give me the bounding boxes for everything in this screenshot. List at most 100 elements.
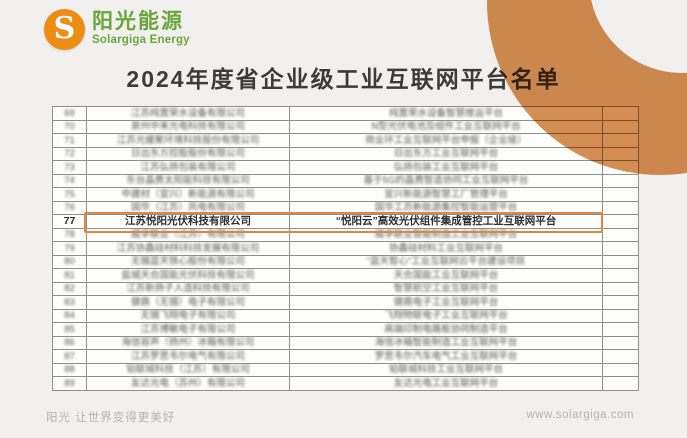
cell-platform-name: 高端印制电路板协同制造平台 bbox=[289, 322, 603, 337]
cell-company-name: 东台晶费太阳能科技有限公司 bbox=[86, 173, 290, 188]
brand-name-en: Solargiga Energy bbox=[92, 34, 190, 47]
cell-company-name: 江苏悦阳光伏科技有限公司 bbox=[86, 214, 290, 229]
table-row: 81 盐城天合国能光伏科技有限公司 天合国能工业互联网平台 bbox=[52, 268, 639, 283]
cell-extra bbox=[602, 133, 639, 148]
cell-company-name: 泉州中来光电科技有限公司 bbox=[86, 119, 290, 134]
footer-website: www.solargiga.com bbox=[526, 409, 634, 421]
table-row: 72 日出东方控股股份有限公司 日出东方工业互联网平台 bbox=[52, 146, 639, 161]
cell-platform-name: 铂联城科技工业互联网平台 bbox=[289, 362, 603, 377]
cell-extra bbox=[602, 146, 639, 161]
cell-company-name: 威孚联业（江苏）有限公司 bbox=[86, 227, 290, 242]
cell-extra bbox=[602, 241, 639, 256]
cell-extra bbox=[602, 119, 639, 134]
table-row: 74 东台晶费太阳能科技有限公司 基于5G的晶费智造协同工业互联网平台 bbox=[52, 173, 639, 188]
cell-row-number: 69 bbox=[52, 106, 87, 121]
cell-extra bbox=[602, 254, 639, 269]
cell-company-name: 日出东方控股股份有限公司 bbox=[86, 146, 290, 161]
cell-extra bbox=[602, 227, 639, 242]
table-row: 86 海信容声（扬州）冰箱有限公司 海信冰箱智能制造工业互联网平台 bbox=[52, 335, 639, 350]
cell-platform-name: 健鼎电子工业互联网平台 bbox=[289, 295, 603, 310]
cell-row-number: 85 bbox=[52, 322, 87, 337]
cell-extra bbox=[602, 160, 639, 175]
cell-platform-name: 商业环工业互联网平台申报（企业级） bbox=[289, 133, 603, 148]
cell-platform-name: N型光伏电池及组件工业互联网平台 bbox=[289, 119, 603, 134]
cell-platform-name: 国华工苏新能源集控智能运营平台 bbox=[289, 200, 603, 215]
cell-platform-name: “悦阳云”高效光伏组件集成管控工业互联网平台 bbox=[289, 214, 603, 229]
cell-extra bbox=[602, 281, 639, 296]
logo-circle-icon: S bbox=[44, 9, 85, 50]
cell-company-name: 中建材（宜兴）新能源有限公司 bbox=[86, 187, 290, 202]
cell-extra bbox=[602, 187, 639, 202]
table-row: 80 无锡蓝天铁心股份有限公司 “蓝天智心”工业互联网云平台建设项目 bbox=[52, 254, 639, 269]
table-row: 89 友达光电（苏州）有限公司 友达光电工业互联网平台 bbox=[52, 376, 639, 391]
cell-platform-name: 日出东方工业互联网平台 bbox=[289, 146, 603, 161]
cell-platform-name: 友达光电工业互联网平台 bbox=[289, 376, 603, 391]
cell-row-number: 78 bbox=[52, 227, 87, 242]
page-title: 2024年度省企业级工业互联网平台名单 bbox=[126, 66, 561, 92]
table-row: 87 江苏罗思韦尔电气有限公司 罗思韦尔汽车电气工业互联网平台 bbox=[52, 349, 639, 364]
brand-text: 阳光能源 Solargiga Energy bbox=[92, 9, 190, 46]
cell-row-number: 79 bbox=[52, 241, 87, 256]
cell-platform-name: 弘扬包装工业互联网平台 bbox=[289, 160, 603, 175]
cell-row-number: 70 bbox=[52, 119, 87, 134]
cell-platform-name: 宜兴新能源智慧工厂管理平台 bbox=[289, 187, 603, 202]
cell-company-name: 江苏弘扬包装有限公司 bbox=[86, 160, 290, 175]
cell-row-number: 89 bbox=[52, 376, 87, 391]
cell-row-number: 84 bbox=[52, 308, 87, 323]
cell-company-name: 无锡飞翔电子有限公司 bbox=[86, 308, 290, 323]
cell-row-number: 71 bbox=[52, 133, 87, 148]
cell-row-number: 77 bbox=[52, 214, 87, 229]
footer-slogan: 阳光 让世界变得更美好 bbox=[46, 412, 176, 424]
cell-platform-name: 飞翔物联电子工业互联网平台 bbox=[289, 308, 603, 323]
cell-extra bbox=[602, 173, 639, 188]
cell-platform-name: 基于5G的晶费智造协同工业互联网平台 bbox=[289, 173, 603, 188]
table-row: 82 江苏新扬子人造科技有限公司 智慧航空工业互联网平台 bbox=[52, 281, 639, 296]
cell-company-name: 无锡蓝天铁心股份有限公司 bbox=[86, 254, 290, 269]
brand-logo: S 阳光能源 Solargiga Energy bbox=[44, 9, 190, 50]
table-row: 84 无锡飞翔电子有限公司 飞翔物联电子工业互联网平台 bbox=[52, 308, 639, 323]
cell-row-number: 88 bbox=[52, 362, 87, 377]
cell-company-name: 健鼎（无锡）电子有限公司 bbox=[86, 295, 290, 310]
table-row: 75 中建材（宜兴）新能源有限公司 宜兴新能源智慧工厂管理平台 bbox=[52, 187, 639, 202]
cell-company-name: 江苏纯置荣水设备有限公司 bbox=[86, 106, 290, 121]
cell-row-number: 83 bbox=[52, 295, 87, 310]
cell-extra bbox=[602, 268, 639, 283]
cell-extra bbox=[602, 376, 639, 391]
platform-table: 69 江苏纯置荣水设备有限公司 纯置荣水设备智慧维运平台 70 泉州中来光电科技有限公司… bbox=[52, 106, 639, 391]
cell-company-name: 盐城天合国能光伏科技有限公司 bbox=[86, 268, 290, 283]
cell-company-name: 江苏光缓聚环境科技股份有限公司 bbox=[86, 133, 290, 148]
cell-company-name: 江苏新扬子人造科技有限公司 bbox=[86, 281, 290, 296]
cell-extra bbox=[602, 200, 639, 215]
platform-table-body: 69 江苏纯置荣水设备有限公司 纯置荣水设备智慧维运平台 70 泉州中来光电科技有限公司… bbox=[52, 106, 639, 391]
cell-company-name: 铂联城科技（江苏）有限公司 bbox=[86, 362, 290, 377]
cell-row-number: 72 bbox=[52, 146, 87, 161]
cell-platform-name: 协鑫硅材料工业互联网平台 bbox=[289, 241, 603, 256]
cell-platform-name: 智慧航空工业互联网平台 bbox=[289, 281, 603, 296]
table-row: 88 铂联城科技（江苏）有限公司 铂联城科技工业互联网平台 bbox=[52, 362, 639, 377]
cell-extra bbox=[602, 106, 639, 121]
cell-company-name: 江苏罗思韦尔电气有限公司 bbox=[86, 349, 290, 364]
cell-platform-name: “蓝天智心”工业互联网云平台建设项目 bbox=[289, 254, 603, 269]
table-row: 85 江苏博敏电子有限公司 高端印制电路板协同制造平台 bbox=[52, 322, 639, 337]
cell-platform-name: 海信冰箱智能制造工业互联网平台 bbox=[289, 335, 603, 350]
logo-letter: S bbox=[53, 10, 76, 46]
cell-extra bbox=[602, 308, 639, 323]
cell-platform-name: 罗思韦尔汽车电气工业互联网平台 bbox=[289, 349, 603, 364]
cell-extra bbox=[602, 214, 639, 229]
cell-row-number: 74 bbox=[52, 173, 87, 188]
cell-row-number: 76 bbox=[52, 200, 87, 215]
cell-company-name: 海信容声（扬州）冰箱有限公司 bbox=[86, 335, 290, 350]
cell-company-name: 国华（江苏）风电有限公司 bbox=[86, 200, 290, 215]
cell-extra bbox=[602, 335, 639, 350]
cell-company-name: 江苏协鑫硅材料科技发展有限公司 bbox=[86, 241, 290, 256]
cell-company-name: 友达光电（苏州）有限公司 bbox=[86, 376, 290, 391]
cell-row-number: 86 bbox=[52, 335, 87, 350]
cell-extra bbox=[602, 322, 639, 337]
cell-row-number: 81 bbox=[52, 268, 87, 283]
table-row: 79 江苏协鑫硅材料科技发展有限公司 协鑫硅材料工业互联网平台 bbox=[52, 241, 639, 256]
table-row: 77 江苏悦阳光伏科技有限公司 “悦阳云”高效光伏组件集成管控工业互联网平台 bbox=[52, 214, 639, 229]
table-row: 69 江苏纯置荣水设备有限公司 纯置荣水设备智慧维运平台 bbox=[52, 106, 639, 121]
cell-company-name: 江苏博敏电子有限公司 bbox=[86, 322, 290, 337]
table-row: 76 国华（江苏）风电有限公司 国华工苏新能源集控智能运营平台 bbox=[52, 200, 639, 215]
